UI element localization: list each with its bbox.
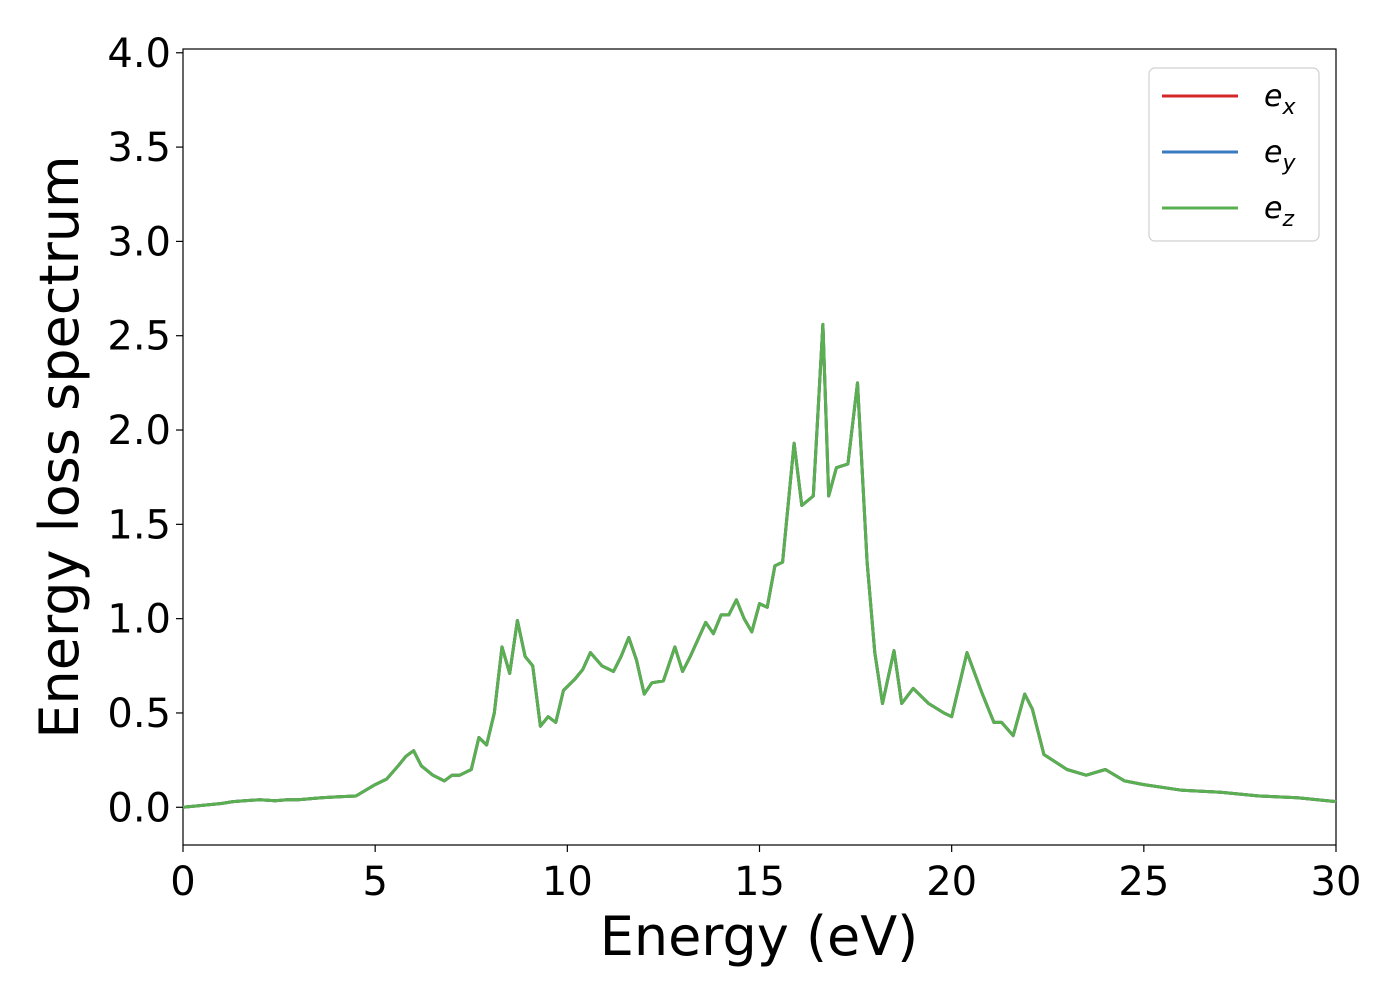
- x-tick-label: 30: [1311, 859, 1362, 905]
- y-axis: 0.0 0.5 1.0 1.5 2.0 2.5 3.0 3.5 4.0: [107, 31, 183, 831]
- y-tick-label: 3.5: [107, 125, 171, 171]
- y-tick-label: 1.0: [107, 597, 171, 643]
- x-tick-label: 15: [734, 859, 785, 905]
- series-lines: [182, 322, 1337, 809]
- y-tick-label: 0.5: [107, 691, 171, 737]
- x-axis-title: Energy (eV): [600, 905, 919, 968]
- x-tick-label: 5: [362, 859, 387, 905]
- y-tick-label: 2.5: [107, 314, 171, 360]
- x-tick-label: 25: [1118, 859, 1169, 905]
- plot-area: [182, 48, 1337, 846]
- x-tick-label: 0: [170, 859, 195, 905]
- y-tick-label: 2.0: [107, 408, 171, 454]
- x-axis: 0 5 10 15 20 25 30: [170, 845, 1361, 905]
- legend-box: [1148, 67, 1320, 242]
- x-tick-label: 20: [926, 859, 977, 905]
- y-tick-label: 3.0: [107, 219, 171, 265]
- legend-label-e-y: ey: [1264, 135, 1296, 176]
- series-line-e-z: [182, 322, 1337, 809]
- x-tick-label: 10: [542, 859, 593, 905]
- y-tick-label: 4.0: [107, 31, 171, 77]
- y-tick-label: 1.5: [107, 502, 171, 548]
- y-axis-title: Energy loss spectrum: [28, 155, 91, 738]
- y-tick-label: 0.0: [107, 785, 171, 831]
